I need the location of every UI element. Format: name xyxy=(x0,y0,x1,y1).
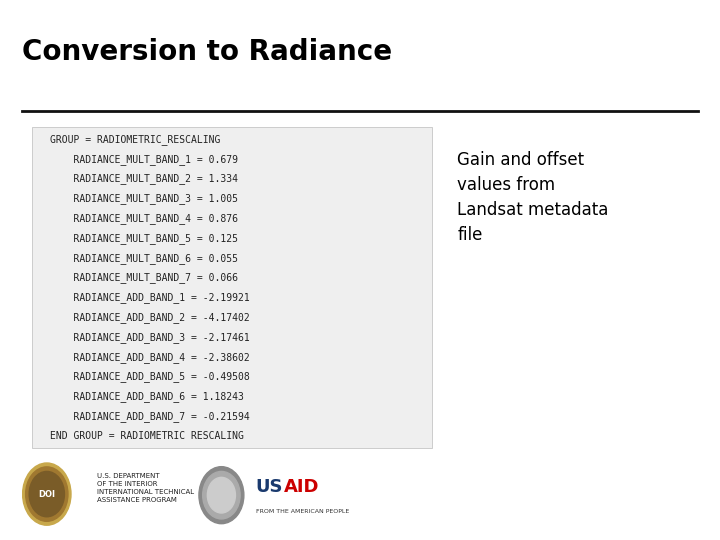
Text: FROM THE AMERICAN PEOPLE: FROM THE AMERICAN PEOPLE xyxy=(256,509,349,514)
Text: RADIANCE_ADD_BAND_5 = -0.49508: RADIANCE_ADD_BAND_5 = -0.49508 xyxy=(50,372,250,382)
Circle shape xyxy=(26,467,68,521)
Text: END GROUP = RADIOMETRIC RESCALING: END GROUP = RADIOMETRIC RESCALING xyxy=(50,431,244,441)
Circle shape xyxy=(203,471,240,519)
Text: DOI: DOI xyxy=(38,490,55,498)
Text: RADIANCE_MULT_BAND_6 = 0.055: RADIANCE_MULT_BAND_6 = 0.055 xyxy=(50,253,238,264)
Text: RADIANCE_ADD_BAND_7 = -0.21594: RADIANCE_ADD_BAND_7 = -0.21594 xyxy=(50,411,250,422)
Circle shape xyxy=(199,467,244,524)
Text: RADIANCE_ADD_BAND_6 = 1.18243: RADIANCE_ADD_BAND_6 = 1.18243 xyxy=(50,392,244,402)
Text: RADIANCE_ADD_BAND_4 = -2.38602: RADIANCE_ADD_BAND_4 = -2.38602 xyxy=(50,352,250,362)
Text: RADIANCE_MULT_BAND_5 = 0.125: RADIANCE_MULT_BAND_5 = 0.125 xyxy=(50,233,238,244)
Text: RADIANCE_ADD_BAND_3 = -2.17461: RADIANCE_ADD_BAND_3 = -2.17461 xyxy=(50,332,250,343)
Text: RADIANCE_ADD_BAND_1 = -2.19921: RADIANCE_ADD_BAND_1 = -2.19921 xyxy=(50,292,250,303)
Text: RADIANCE_MULT_BAND_3 = 1.005: RADIANCE_MULT_BAND_3 = 1.005 xyxy=(50,193,238,204)
Text: AID: AID xyxy=(284,478,320,496)
Text: Conversion to Radiance: Conversion to Radiance xyxy=(22,38,392,66)
Circle shape xyxy=(29,471,65,517)
Text: U.S. DEPARTMENT
OF THE INTERIOR
INTERNATIONAL TECHNICAL
ASSISTANCE PROGRAM: U.S. DEPARTMENT OF THE INTERIOR INTERNAT… xyxy=(97,472,194,503)
Text: US: US xyxy=(256,478,283,496)
Text: GROUP = RADIOMETRIC_RESCALING: GROUP = RADIOMETRIC_RESCALING xyxy=(50,134,221,145)
Text: RADIANCE_MULT_BAND_1 = 0.679: RADIANCE_MULT_BAND_1 = 0.679 xyxy=(50,154,238,165)
Circle shape xyxy=(22,463,71,525)
Text: RADIANCE_MULT_BAND_7 = 0.066: RADIANCE_MULT_BAND_7 = 0.066 xyxy=(50,273,238,284)
Circle shape xyxy=(207,477,235,513)
Text: RADIANCE_MULT_BAND_2 = 1.334: RADIANCE_MULT_BAND_2 = 1.334 xyxy=(50,173,238,184)
Text: RADIANCE_MULT_BAND_4 = 0.876: RADIANCE_MULT_BAND_4 = 0.876 xyxy=(50,213,238,224)
Text: Gain and offset
values from
Landsat metadata
file: Gain and offset values from Landsat meta… xyxy=(457,151,608,244)
Text: RADIANCE_ADD_BAND_2 = -4.17402: RADIANCE_ADD_BAND_2 = -4.17402 xyxy=(50,312,250,323)
